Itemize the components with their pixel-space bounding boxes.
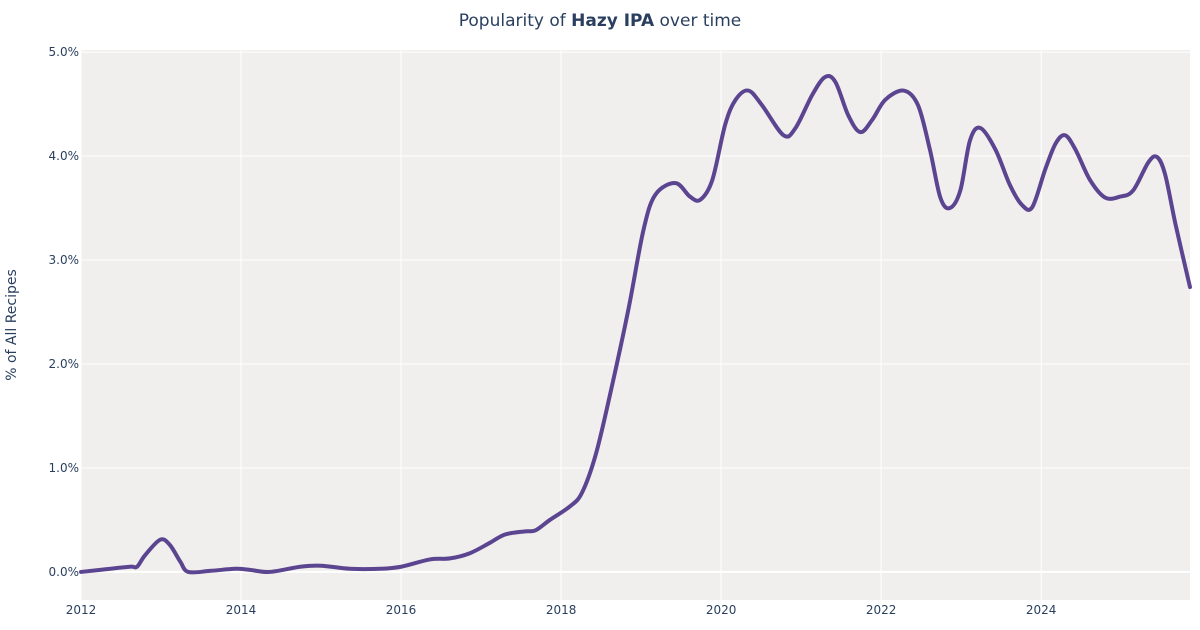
x-tick-label: 2020 <box>706 603 737 617</box>
series-line <box>79 74 1192 575</box>
y-tick-label: 2.0% <box>49 357 80 371</box>
y-tick-label: 4.0% <box>49 149 80 163</box>
y-tick-label: 5.0% <box>49 45 80 59</box>
x-tick-label: 2012 <box>66 603 97 617</box>
x-tick-label: 2022 <box>866 603 897 617</box>
chart-title: Popularity of Hazy IPA over time <box>459 11 742 31</box>
y-axis-label: % of All Recipes <box>4 269 20 381</box>
y-tick-label: 3.0% <box>49 253 80 267</box>
tick-labels: 2012 2014 2016 2018 2020 2022 2024 0.0% 1.0% 2.0%… <box>49 45 1057 617</box>
plot-area <box>81 50 1190 600</box>
x-tick-label: 2024 <box>1026 603 1057 617</box>
x-tick-label: 2018 <box>546 603 577 617</box>
y-tick-label: 1.0% <box>49 461 80 475</box>
y-tick-label: 0.0% <box>49 565 80 579</box>
x-tick-label: 2014 <box>226 603 257 617</box>
x-tick-label: 2016 <box>386 603 417 617</box>
gridlines <box>80 50 1190 600</box>
